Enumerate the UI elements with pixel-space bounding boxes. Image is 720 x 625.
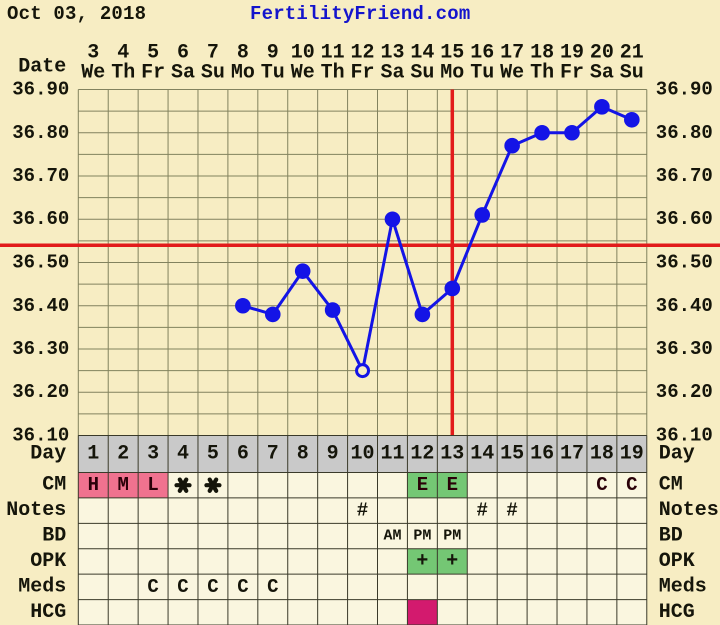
svg-text:#: #: [506, 500, 517, 522]
svg-text:19: 19: [620, 443, 644, 466]
svg-text:Su: Su: [410, 62, 434, 85]
svg-text:We: We: [500, 62, 524, 85]
svg-text:4: 4: [177, 443, 189, 466]
svg-text:HCG: HCG: [30, 601, 66, 624]
svg-text:Meds: Meds: [659, 575, 707, 598]
svg-text:9: 9: [327, 443, 339, 466]
svg-text:11: 11: [380, 443, 404, 466]
svg-text:L: L: [147, 474, 158, 496]
svg-text:15: 15: [500, 443, 524, 466]
svg-text:C: C: [596, 474, 607, 496]
svg-text:36.70: 36.70: [12, 165, 69, 187]
svg-text:5: 5: [207, 443, 219, 466]
svg-text:E: E: [417, 474, 428, 496]
svg-text:13: 13: [440, 443, 464, 466]
svg-text:We: We: [81, 62, 105, 85]
svg-text:Day: Day: [659, 443, 695, 466]
svg-text:BD: BD: [42, 525, 66, 548]
svg-text:Th: Th: [530, 62, 554, 85]
svg-text:17: 17: [560, 443, 584, 466]
svg-text:#: #: [476, 500, 487, 522]
svg-text:Sa: Sa: [590, 62, 614, 85]
svg-text:8: 8: [297, 443, 309, 466]
svg-text:Tu: Tu: [261, 62, 285, 85]
svg-text:Th: Th: [111, 62, 135, 85]
svg-text:Notes: Notes: [659, 499, 719, 522]
svg-text:Fr: Fr: [141, 62, 165, 85]
svg-text:Fr: Fr: [560, 62, 584, 85]
svg-text:Su: Su: [620, 62, 644, 85]
svg-text:Fr: Fr: [350, 62, 374, 85]
svg-text:36.20: 36.20: [656, 381, 713, 403]
svg-text:Notes: Notes: [6, 499, 66, 522]
svg-text:36.30: 36.30: [656, 338, 713, 360]
svg-text:M: M: [117, 474, 128, 496]
svg-text:Th: Th: [321, 62, 345, 85]
svg-text:PM: PM: [443, 528, 461, 545]
svg-text:C: C: [177, 576, 188, 598]
svg-text:HCG: HCG: [659, 601, 695, 624]
svg-text:PM: PM: [413, 528, 431, 545]
svg-text:36.50: 36.50: [656, 252, 713, 274]
svg-text:36.60: 36.60: [12, 208, 69, 230]
svg-text:BD: BD: [659, 525, 683, 548]
svg-text:Date: Date: [18, 56, 66, 79]
svg-text:Su: Su: [201, 62, 225, 85]
svg-text:C: C: [237, 576, 248, 598]
svg-text:E: E: [447, 474, 458, 496]
svg-text:36.40: 36.40: [12, 295, 69, 317]
svg-text:Mo: Mo: [231, 62, 255, 85]
svg-text:Day: Day: [30, 443, 66, 466]
svg-text:+: +: [446, 550, 458, 573]
svg-text:16: 16: [530, 443, 554, 466]
svg-text:36.20: 36.20: [12, 381, 69, 403]
svg-text:CM: CM: [659, 474, 683, 497]
svg-text:36.70: 36.70: [656, 165, 713, 187]
svg-text:36.50: 36.50: [12, 252, 69, 274]
svg-text:18: 18: [590, 443, 614, 466]
svg-text:36.80: 36.80: [656, 122, 713, 144]
svg-text:12: 12: [410, 443, 434, 466]
svg-text:C: C: [207, 576, 218, 598]
svg-text:Mo: Mo: [440, 62, 464, 85]
svg-text:36.90: 36.90: [12, 79, 69, 101]
svg-text:We: We: [291, 62, 315, 85]
svg-text:36.30: 36.30: [12, 338, 69, 360]
svg-text:CM: CM: [42, 474, 66, 497]
svg-text:#: #: [357, 500, 368, 522]
svg-text:AM: AM: [383, 528, 401, 545]
svg-text:OPK: OPK: [659, 550, 695, 573]
svg-text:14: 14: [470, 443, 494, 466]
svg-text:36.60: 36.60: [656, 208, 713, 230]
svg-text:H: H: [88, 474, 99, 496]
svg-text:10: 10: [350, 443, 374, 466]
svg-text:36.90: 36.90: [656, 79, 713, 101]
svg-text:2: 2: [117, 443, 129, 466]
svg-text:C: C: [147, 576, 158, 598]
svg-text:36.40: 36.40: [656, 295, 713, 317]
svg-text:+: +: [416, 550, 428, 573]
svg-text:Meds: Meds: [18, 575, 66, 598]
svg-text:Sa: Sa: [171, 62, 195, 85]
svg-text:OPK: OPK: [30, 550, 66, 573]
svg-text:Sa: Sa: [380, 62, 404, 85]
svg-text:7: 7: [267, 443, 279, 466]
svg-text:36.80: 36.80: [12, 122, 69, 144]
svg-text:3: 3: [147, 443, 159, 466]
svg-text:6: 6: [237, 443, 249, 466]
svg-text:C: C: [267, 576, 278, 598]
svg-text:C: C: [626, 474, 637, 496]
svg-text:Tu: Tu: [470, 62, 494, 85]
svg-text:1: 1: [87, 443, 99, 466]
